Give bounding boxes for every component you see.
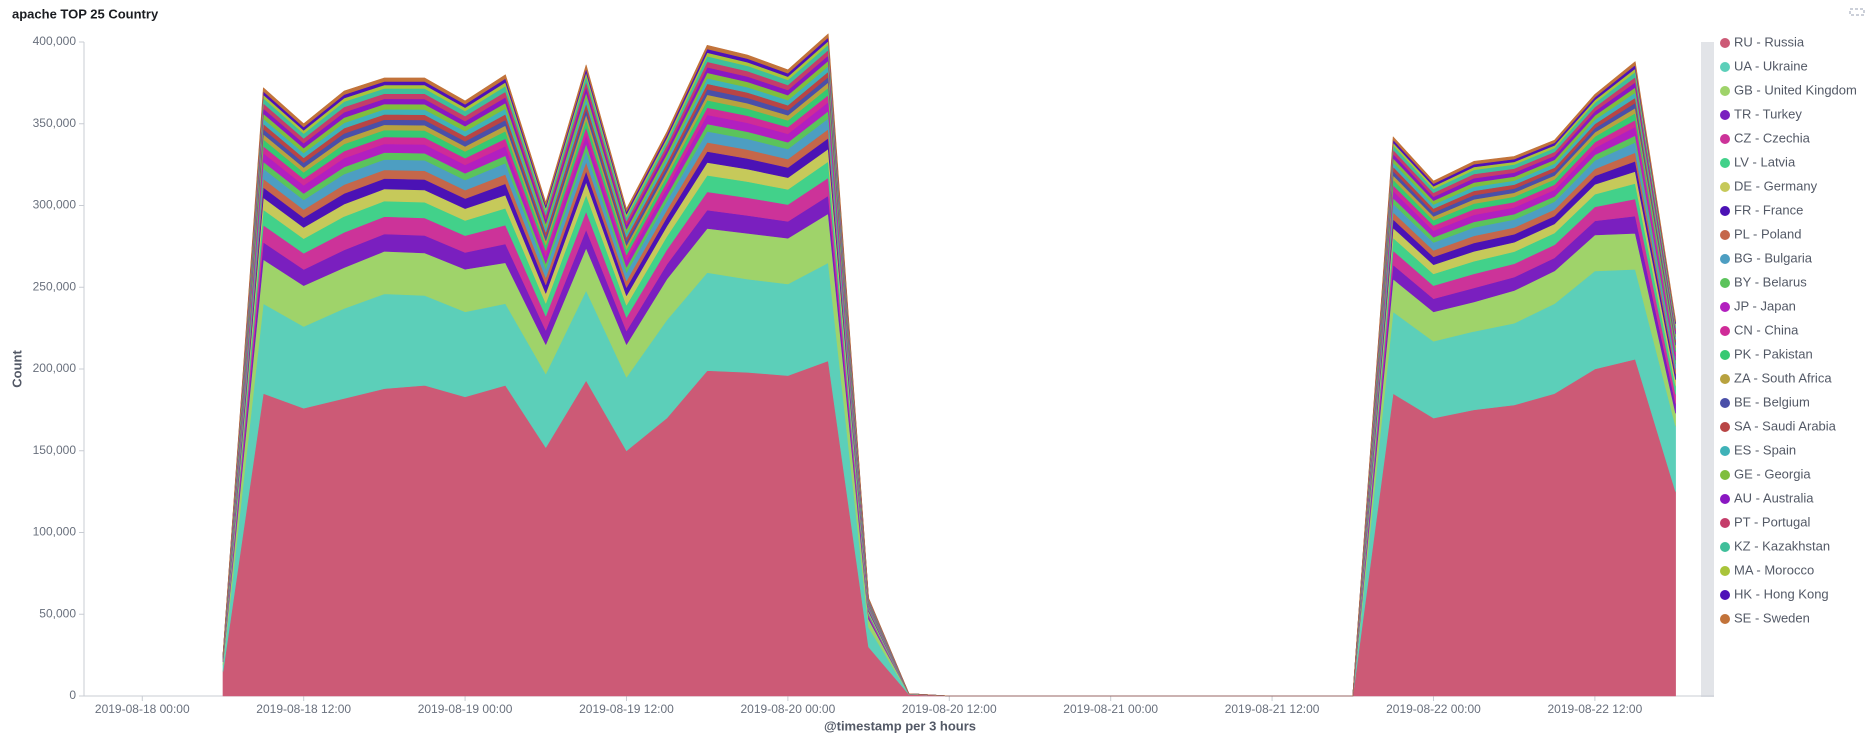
legend-scrollbar [1701, 42, 1714, 697]
options-glyph [1849, 8, 1865, 16]
legend-swatch [1720, 422, 1730, 432]
area [222, 33, 1676, 697]
legend-label[interactable]: GB - United Kingdom [1734, 82, 1857, 97]
x-tick-label: 2019-08-22 00:00 [1386, 702, 1481, 716]
options-icon[interactable] [1849, 8, 1865, 16]
y-tick-label: 300,000 [33, 198, 77, 212]
x-tick-label: 2019-08-20 00:00 [741, 702, 836, 716]
y-tick-label: 250,000 [33, 279, 77, 293]
legend-label[interactable]: PL - Poland [1734, 226, 1801, 241]
y-tick-label: 100,000 [33, 525, 77, 539]
legend-swatch [1720, 518, 1730, 528]
legend-label[interactable]: GE - Georgia [1734, 466, 1811, 481]
legend-label[interactable]: LV - Latvia [1734, 154, 1796, 169]
legend-label[interactable]: FR - France [1734, 202, 1803, 217]
x-tick-label: 2019-08-20 12:00 [902, 702, 997, 716]
legend-swatch [1720, 470, 1730, 480]
legend-swatch [1720, 302, 1730, 312]
legend-swatch [1720, 158, 1730, 168]
y-tick-label: 350,000 [33, 116, 77, 130]
x-axis-title: @timestamp per 3 hours [824, 718, 976, 733]
legend-swatch [1720, 494, 1730, 504]
legend-swatch [1720, 590, 1730, 600]
x-tick-label: 2019-08-21 00:00 [1063, 702, 1158, 716]
legend-swatch [1720, 350, 1730, 360]
legend-label[interactable]: RU - Russia [1734, 34, 1805, 49]
legend-label[interactable]: ES - Spain [1734, 442, 1796, 457]
legend-label[interactable]: PT - Portugal [1734, 514, 1810, 529]
legend-label[interactable]: CN - China [1734, 322, 1799, 337]
legend-swatch [1720, 542, 1730, 552]
y-tick-label: 150,000 [33, 443, 77, 457]
y-tick-label: 50,000 [39, 606, 76, 620]
legend-label[interactable]: ZA - South Africa [1734, 370, 1832, 385]
legend-label[interactable]: TR - Turkey [1734, 106, 1802, 121]
legend-label[interactable]: MA - Morocco [1734, 562, 1814, 577]
legend-swatch [1720, 446, 1730, 456]
legend-label[interactable]: BE - Belgium [1734, 394, 1810, 409]
legend-label[interactable]: CZ - Czechia [1734, 130, 1811, 145]
legend-swatch [1720, 254, 1730, 264]
legend-label[interactable]: BY - Belarus [1734, 274, 1807, 289]
x-tick-label: 2019-08-19 12:00 [579, 702, 674, 716]
legend-label[interactable]: AU - Australia [1734, 490, 1814, 505]
y-tick-label: 0 [69, 688, 76, 702]
legend-swatch [1720, 326, 1730, 336]
legend-label[interactable]: UA - Ukraine [1734, 58, 1808, 73]
x-tick-label: 2019-08-18 00:00 [95, 702, 190, 716]
legend-swatch [1720, 62, 1730, 72]
x-tick-label: 2019-08-18 12:00 [256, 702, 351, 716]
y-tick-label: 200,000 [33, 361, 77, 375]
legend-swatch [1720, 110, 1730, 120]
legend-swatch [1720, 566, 1730, 576]
legend-swatch [1720, 206, 1730, 216]
legend-swatch [1720, 374, 1730, 384]
x-tick-label: 2019-08-21 12:00 [1225, 702, 1320, 716]
legend-swatch [1720, 398, 1730, 408]
y-tick-label: 400,000 [33, 34, 77, 48]
legend-label[interactable]: PK - Pakistan [1734, 346, 1813, 361]
legend-swatch [1720, 182, 1730, 192]
legend-swatch [1720, 230, 1730, 240]
legend-swatch [1720, 38, 1730, 48]
legend-swatch [1720, 86, 1730, 96]
chart-title: apache TOP 25 Country [12, 6, 159, 21]
legend-label[interactable]: JP - Japan [1734, 298, 1796, 313]
legend-label[interactable]: DE - Germany [1734, 178, 1818, 193]
legend-label[interactable]: SE - Sweden [1734, 610, 1810, 625]
x-tick-label: 2019-08-22 12:00 [1548, 702, 1643, 716]
y-axis-title: Count [9, 350, 24, 388]
legend-label[interactable]: KZ - Kazakhstan [1734, 538, 1830, 553]
legend-swatch [1720, 614, 1730, 624]
legend-label[interactable]: BG - Bulgaria [1734, 250, 1813, 265]
legend-swatch [1720, 278, 1730, 288]
x-tick-label: 2019-08-19 00:00 [418, 702, 513, 716]
legend-swatch [1720, 134, 1730, 144]
legend-label[interactable]: HK - Hong Kong [1734, 586, 1829, 601]
legend-label[interactable]: SA - Saudi Arabia [1734, 418, 1837, 433]
